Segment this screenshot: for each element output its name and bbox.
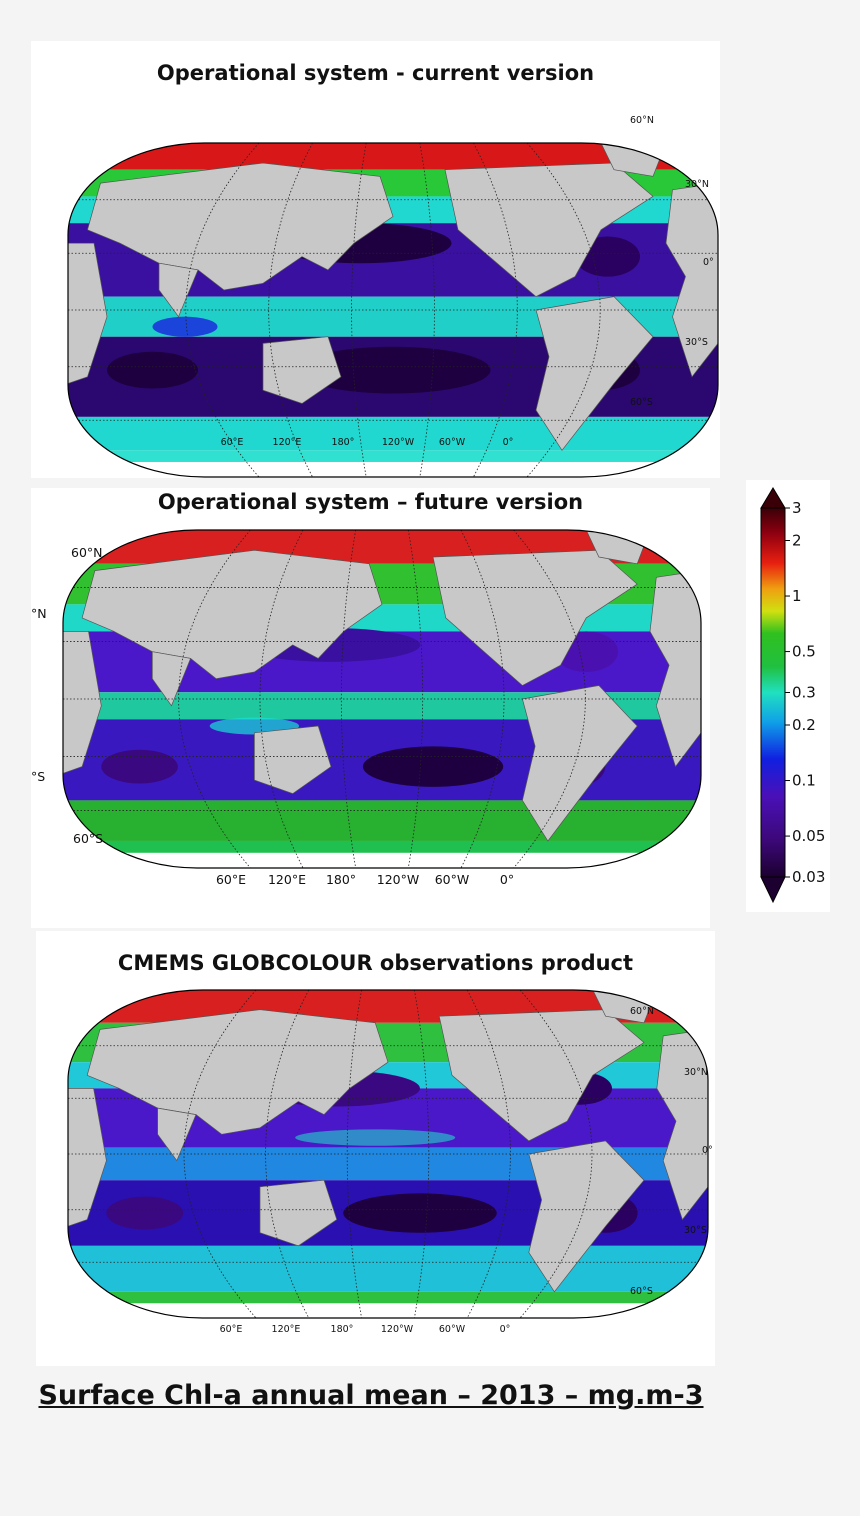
longitude-label: 120°W — [382, 437, 415, 448]
latitude-label: 30°S — [684, 1225, 707, 1236]
latitude-label: 60°N — [630, 1006, 654, 1017]
colorbar-tick-label: 3 — [792, 499, 802, 517]
map-outline — [67, 142, 719, 478]
colorbar-tick-label: 2 — [792, 531, 802, 549]
figure-caption: Surface Chl-a annual mean – 2013 – mg.m-… — [38, 1380, 704, 1411]
latitude-label: 60°N — [71, 545, 103, 560]
latitude-label: 0° — [703, 257, 714, 268]
map-outline — [67, 989, 709, 1319]
map-outline — [62, 529, 702, 869]
longitude-label: 0° — [503, 437, 514, 448]
colorbar-tick-label: 0.5 — [792, 643, 816, 661]
latitude-label: 30°N — [684, 1067, 708, 1078]
longitude-label: 60°W — [435, 872, 470, 887]
latitude-label: 60°S — [630, 1286, 653, 1297]
longitude-label: 0° — [500, 1324, 511, 1335]
panel-title: CMEMS GLOBCOLOUR observations product — [117, 951, 634, 975]
colorbar-tick-label: 1 — [792, 587, 802, 605]
ocean-field — [63, 530, 701, 868]
longitude-label: 60°E — [221, 437, 244, 448]
latitude-label: °N — [31, 606, 47, 621]
latitude-label: 0° — [702, 1145, 713, 1156]
panel-title: Operational system – future version — [157, 490, 584, 514]
latitude-label: 30°S — [685, 337, 708, 348]
colorbar-tick-label: 0.05 — [792, 827, 825, 845]
panel-title: Operational system - current version — [156, 61, 595, 85]
longitude-label: 120°W — [381, 1324, 414, 1335]
latitude-label: °S — [31, 769, 45, 784]
longitude-label: 120°E — [273, 437, 302, 448]
longitude-label: 60°E — [216, 872, 246, 887]
map-future-version: 60°N °N °S 60°S 60°E 120°E 180° 120°W 60°W 0° — [31, 529, 702, 887]
latitude-label: 60°N — [630, 115, 654, 126]
longitude-label: 120°E — [268, 872, 306, 887]
ocean-field — [68, 990, 708, 1318]
colorbar-tick-label: 0.03 — [792, 868, 825, 886]
colorbar-tick-label: 0.3 — [792, 684, 816, 702]
latitude-label: 60°S — [73, 831, 103, 846]
longitude-label: 60°W — [439, 1324, 466, 1335]
colorbar-graphic: 3 2 1 0.5 0.3 0.2 0.1 0.05 0.03 — [760, 487, 825, 904]
longitude-label: 120°E — [272, 1324, 301, 1335]
colorbar-tick-label: 0.1 — [792, 772, 816, 790]
map-current-version: 60°N 30°N 0° 30°S 60°S 60°E 120°E 180° 120°W 60°W… — [67, 115, 719, 478]
longitude-label: 0° — [500, 872, 514, 887]
map-observations: 60°N 30°N 0° 30°S 60°S 60°E 120°E 180° 120°W 60°W… — [67, 989, 713, 1335]
longitude-label: 180° — [326, 872, 356, 887]
longitude-label: 180° — [331, 1324, 354, 1335]
longitude-label: 120°W — [377, 872, 419, 887]
longitude-label: 60°W — [439, 437, 466, 448]
longitude-label: 180° — [332, 437, 355, 448]
colorbar-tick-label: 0.2 — [792, 716, 816, 734]
latitude-label: 60°S — [630, 397, 653, 408]
longitude-label: 60°E — [220, 1324, 243, 1335]
latitude-label: 30°N — [685, 179, 709, 190]
ocean-field — [68, 143, 718, 477]
colorbar: 3 2 1 0.5 0.3 0.2 0.1 0.05 0.03 — [746, 480, 830, 912]
